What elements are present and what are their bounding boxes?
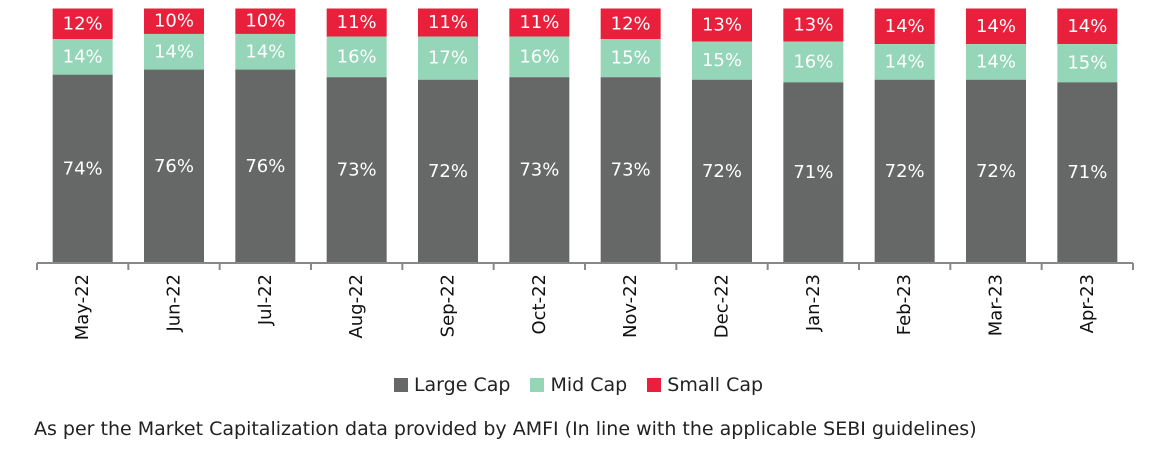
- x-tick-label-oct-22: Oct-22: [529, 274, 550, 335]
- x-tick-label-jul-22: Jul-22: [255, 274, 276, 326]
- data-label-mid-cap-mar-23: 14%: [976, 51, 1016, 72]
- bar-small-cap-dec-22: [692, 8, 752, 42]
- data-label-mid-cap-feb-23: 14%: [885, 51, 925, 72]
- bar-large-cap-nov-22: [600, 77, 661, 263]
- bar-mid-cap-jan-23: [783, 41, 844, 83]
- data-label-mid-cap-dec-22: 15%: [702, 50, 742, 71]
- data-label-small-cap-sep-22: 11%: [428, 12, 468, 33]
- bar-large-cap-aug-22: [326, 77, 387, 263]
- legend-label-large-cap: Large Cap: [413, 373, 511, 396]
- bar-small-cap-aug-22: [326, 8, 387, 37]
- x-tick-label-dec-22: Dec-22: [712, 274, 733, 338]
- x-tick-label-feb-23: Feb-23: [894, 274, 915, 335]
- x-tick-label-nov-22: Nov-22: [620, 274, 641, 338]
- bar-small-cap-nov-22: [600, 8, 661, 40]
- data-label-small-cap-jul-22: 10%: [245, 11, 285, 32]
- legend-swatch-large-cap: [393, 377, 408, 392]
- bar-large-cap-may-22: [52, 74, 113, 263]
- bar-small-cap-jul-22: [235, 8, 296, 34]
- data-label-mid-cap-jul-22: 14%: [245, 41, 285, 62]
- legend-item-small-cap: Small Cap: [647, 374, 763, 396]
- x-tick-label-sep-22: Sep-22: [438, 274, 459, 337]
- data-label-large-cap-may-22: 74%: [63, 158, 103, 179]
- bar-small-cap-apr-23: [1057, 8, 1118, 45]
- bar-large-cap-jul-22: [235, 69, 296, 263]
- data-label-small-cap-oct-22: 11%: [519, 12, 559, 33]
- legend-item-large-cap: Large Cap: [393, 373, 511, 396]
- bar-small-cap-feb-23: [874, 8, 935, 45]
- data-label-mid-cap-apr-23: 15%: [1067, 53, 1107, 74]
- bar-large-cap-dec-22: [692, 79, 752, 263]
- x-tick-label-jun-22: Jun-22: [164, 274, 185, 333]
- bar-small-cap-jun-22: [144, 8, 204, 34]
- data-label-mid-cap-may-22: 14%: [63, 46, 103, 67]
- data-label-large-cap-oct-22: 73%: [519, 160, 559, 181]
- data-label-large-cap-jul-22: 76%: [245, 156, 285, 177]
- footnote: As per the Market Capitalization data pr…: [34, 418, 977, 440]
- data-label-small-cap-nov-22: 12%: [611, 13, 651, 34]
- bar-mid-cap-oct-22: [509, 36, 570, 78]
- bar-mid-cap-jul-22: [235, 33, 296, 70]
- legend-swatch-mid-cap: [530, 377, 545, 392]
- x-tick-label-jan-23: Jan-23: [803, 274, 824, 332]
- data-label-small-cap-jun-22: 10%: [154, 11, 194, 32]
- bar-small-cap-jan-23: [783, 8, 844, 42]
- bar-mid-cap-sep-22: [418, 36, 478, 80]
- data-label-small-cap-apr-23: 14%: [1067, 16, 1107, 37]
- data-label-large-cap-feb-23: 72%: [885, 161, 925, 182]
- stacked-bar-chart: 12% 14% 74% 10% 14% 76% 10% 14% 76% 11% 16% 73% 11% 1…: [36, 8, 1134, 340]
- bar-large-cap-feb-23: [874, 79, 935, 263]
- data-label-small-cap-aug-22: 11%: [337, 12, 377, 33]
- data-label-large-cap-jan-23: 71%: [793, 162, 833, 183]
- data-label-mid-cap-oct-22: 16%: [519, 46, 559, 67]
- bar-small-cap-mar-23: [966, 8, 1026, 45]
- bar-mid-cap-aug-22: [326, 36, 387, 78]
- data-label-large-cap-apr-23: 71%: [1067, 162, 1107, 183]
- legend-swatch-small-cap: [647, 377, 662, 392]
- bar-large-cap-apr-23: [1057, 82, 1118, 264]
- data-label-mid-cap-aug-22: 16%: [337, 46, 377, 67]
- bar-mid-cap-dec-22: [692, 41, 752, 80]
- bar-large-cap-jan-23: [783, 82, 844, 264]
- data-label-large-cap-nov-22: 73%: [611, 160, 651, 181]
- bar-large-cap-sep-22: [418, 79, 478, 263]
- data-label-mid-cap-nov-22: 15%: [611, 48, 651, 69]
- data-label-large-cap-dec-22: 72%: [702, 161, 742, 182]
- bar-mid-cap-nov-22: [600, 39, 661, 78]
- data-label-large-cap-mar-23: 72%: [976, 161, 1016, 182]
- data-label-large-cap-aug-22: 73%: [337, 160, 377, 181]
- bar-small-cap-oct-22: [509, 8, 570, 37]
- data-label-mid-cap-jan-23: 16%: [793, 51, 833, 72]
- bar-mid-cap-mar-23: [966, 44, 1026, 80]
- bar-mid-cap-may-22: [52, 39, 113, 75]
- bars-group: 12% 14% 74% 10% 14% 76% 10% 14% 76% 11% 16% 73% 11% 1…: [52, 8, 1118, 264]
- legend-label-small-cap: Small Cap: [667, 373, 764, 396]
- data-label-mid-cap-sep-22: 17%: [428, 48, 468, 69]
- bar-mid-cap-apr-23: [1057, 44, 1118, 83]
- x-tick-label-mar-23: Mar-23: [986, 274, 1007, 336]
- bar-large-cap-jun-22: [144, 69, 204, 263]
- legend-label-mid-cap: Mid Cap: [550, 373, 628, 396]
- bar-large-cap-oct-22: [509, 77, 570, 263]
- data-label-small-cap-may-22: 12%: [63, 13, 103, 34]
- bar-mid-cap-jun-22: [144, 33, 204, 70]
- x-tick-label-apr-23: Apr-23: [1077, 274, 1098, 333]
- bar-mid-cap-feb-23: [874, 44, 935, 80]
- data-label-small-cap-feb-23: 14%: [885, 16, 925, 37]
- data-label-small-cap-dec-22: 13%: [702, 15, 742, 36]
- data-label-small-cap-jan-23: 13%: [793, 15, 833, 36]
- data-label-large-cap-jun-22: 76%: [154, 156, 194, 177]
- legend: Large Cap Mid Cap Small Cap: [0, 373, 1157, 396]
- bar-large-cap-mar-23: [966, 79, 1026, 263]
- bar-small-cap-sep-22: [418, 8, 478, 37]
- x-axis: May-22 Jun-22 Jul-22 Aug-22 Sep-22 Oct-22 Nov-…: [36, 262, 1134, 340]
- x-tick-label-may-22: May-22: [72, 274, 93, 340]
- data-label-large-cap-sep-22: 72%: [428, 161, 468, 182]
- legend-item-mid-cap: Mid Cap: [530, 374, 627, 396]
- data-label-mid-cap-jun-22: 14%: [154, 41, 194, 62]
- bar-small-cap-may-22: [52, 8, 113, 40]
- x-tick-label-aug-22: Aug-22: [346, 274, 367, 339]
- data-label-small-cap-mar-23: 14%: [976, 16, 1016, 37]
